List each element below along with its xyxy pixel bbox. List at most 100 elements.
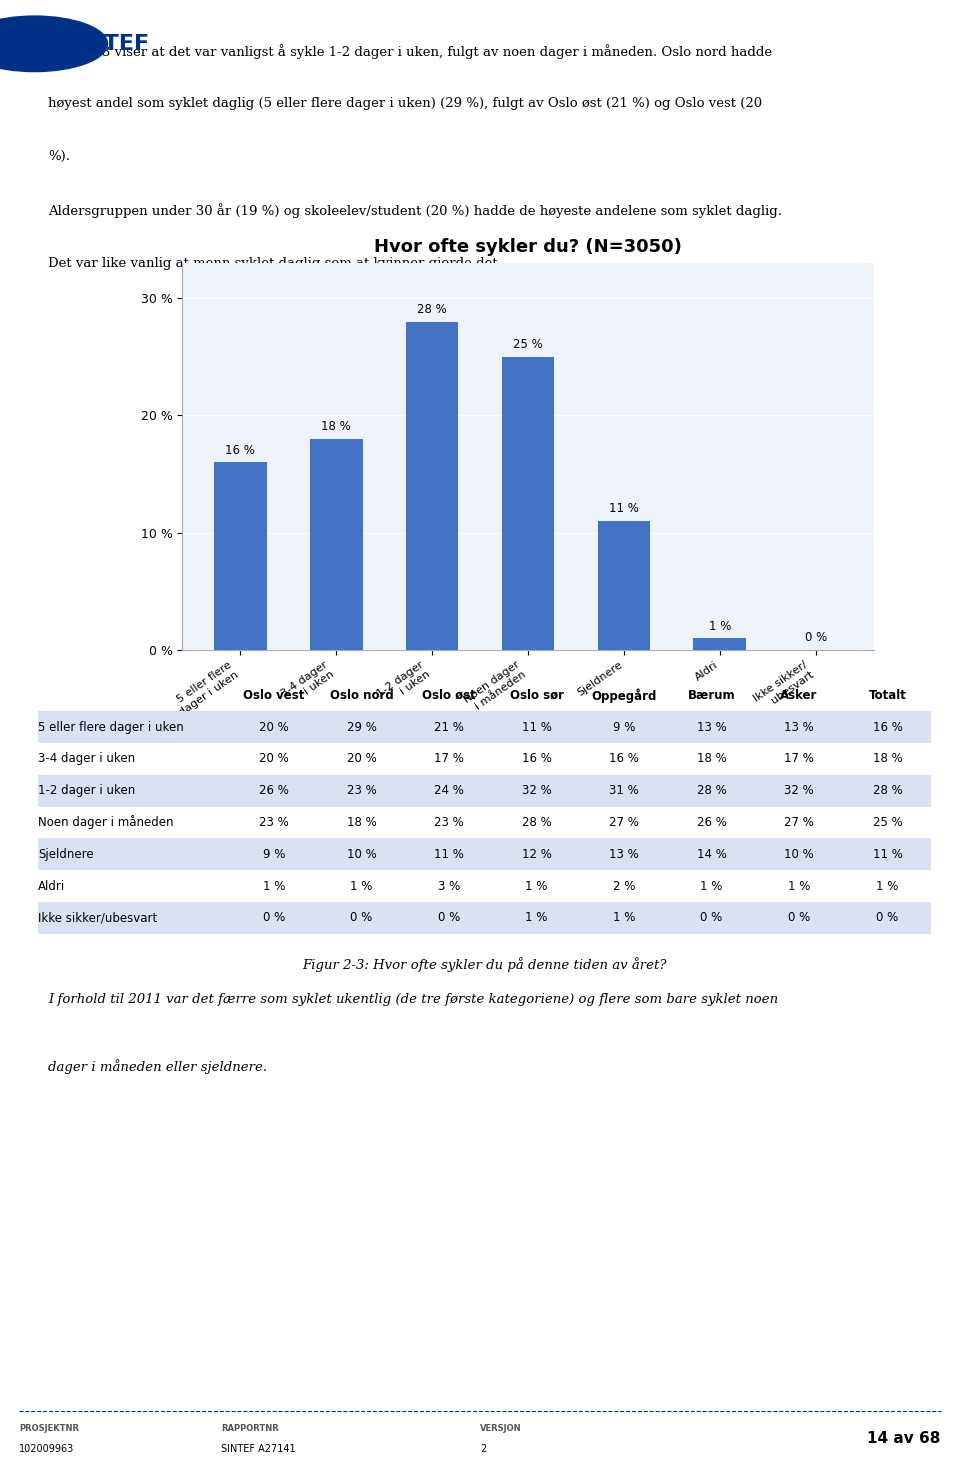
Text: høyest andel som syklet daglig (5 eller flere dager i uken) (29 %), fulgt av Osl: høyest andel som syklet daglig (5 eller …: [48, 96, 762, 110]
Text: Bærum: Bærum: [687, 688, 735, 701]
Text: I forhold til 2011 var det færre som syklet ukentlig (de tre første kategoriene): I forhold til 2011 var det færre som syk…: [48, 993, 779, 1007]
FancyBboxPatch shape: [38, 806, 931, 839]
Text: Det var like vanlig at menn syklet daglig som at kvinner gjorde det.: Det var like vanlig at menn syklet dagli…: [48, 257, 502, 269]
Text: 26 %: 26 %: [697, 815, 727, 828]
Text: 10 %: 10 %: [784, 847, 814, 861]
Text: 18 %: 18 %: [697, 752, 727, 766]
Text: 1 %: 1 %: [525, 880, 548, 893]
Text: 12 %: 12 %: [521, 847, 551, 861]
Text: 27 %: 27 %: [784, 815, 814, 828]
Text: 0 %: 0 %: [804, 631, 827, 644]
Text: 17 %: 17 %: [784, 752, 814, 766]
Text: Noen dager i måneden: Noen dager i måneden: [38, 815, 174, 830]
Bar: [597, 522, 650, 650]
Text: 28 %: 28 %: [697, 785, 727, 798]
Text: Asker: Asker: [780, 688, 818, 701]
Text: 1 %: 1 %: [788, 880, 810, 893]
Text: 28 %: 28 %: [521, 815, 551, 828]
Text: 5 eller flere dager i uken: 5 eller flere dager i uken: [38, 720, 184, 733]
FancyBboxPatch shape: [38, 901, 931, 934]
Text: 31 %: 31 %: [610, 785, 639, 798]
Text: 16 %: 16 %: [873, 720, 902, 733]
Text: 18 %: 18 %: [347, 815, 376, 828]
Text: 9 %: 9 %: [263, 847, 285, 861]
Text: 24 %: 24 %: [434, 785, 464, 798]
Text: 23 %: 23 %: [434, 815, 464, 828]
Text: 14 %: 14 %: [697, 847, 727, 861]
Title: Hvor ofte sykler du? (N=3050): Hvor ofte sykler du? (N=3050): [374, 238, 682, 256]
Text: 1 %: 1 %: [263, 880, 285, 893]
Text: 28 %: 28 %: [418, 302, 447, 316]
Text: Figur 2-3: Hvor ofte sykler du på denne tiden av året?: Figur 2-3: Hvor ofte sykler du på denne …: [302, 957, 667, 973]
Text: 16 %: 16 %: [226, 444, 255, 456]
Text: 1-2 dager i uken: 1-2 dager i uken: [38, 785, 135, 798]
Text: Totalt: Totalt: [869, 688, 906, 701]
Text: 0 %: 0 %: [701, 912, 723, 925]
Text: 9 %: 9 %: [612, 720, 636, 733]
Circle shape: [0, 16, 108, 72]
Text: dager i måneden eller sjeldnere.: dager i måneden eller sjeldnere.: [48, 1059, 267, 1074]
Text: 14 av 68: 14 av 68: [868, 1432, 941, 1446]
Text: SINTEF: SINTEF: [61, 34, 150, 54]
Text: Oslo øst: Oslo øst: [422, 688, 476, 701]
Text: 1 %: 1 %: [612, 912, 636, 925]
Bar: [406, 321, 459, 650]
Text: 10 %: 10 %: [347, 847, 376, 861]
Text: 13 %: 13 %: [610, 847, 639, 861]
Text: 0 %: 0 %: [350, 912, 372, 925]
Bar: [502, 356, 554, 650]
Text: 17 %: 17 %: [434, 752, 464, 766]
Text: 1 %: 1 %: [350, 880, 372, 893]
Text: 3 %: 3 %: [438, 880, 460, 893]
FancyBboxPatch shape: [38, 839, 931, 871]
Text: Oslo sør: Oslo sør: [510, 688, 564, 701]
FancyBboxPatch shape: [38, 774, 931, 806]
Text: Ikke sikker/ubesvart: Ikke sikker/ubesvart: [38, 912, 157, 925]
Text: 0 %: 0 %: [788, 912, 810, 925]
Text: Figur 2-3 viser at det var vanligst å sykle 1-2 dager i uken, fulgt av noen dage: Figur 2-3 viser at det var vanligst å sy…: [48, 44, 772, 58]
FancyBboxPatch shape: [38, 744, 931, 774]
Bar: [693, 638, 746, 650]
Text: 0 %: 0 %: [263, 912, 285, 925]
Text: 13 %: 13 %: [784, 720, 814, 733]
Text: 28 %: 28 %: [873, 785, 902, 798]
Text: %).: %).: [48, 150, 70, 164]
Text: Aldri: Aldri: [38, 880, 65, 893]
Text: 1 %: 1 %: [708, 619, 732, 633]
Text: 32 %: 32 %: [521, 785, 551, 798]
Text: 0 %: 0 %: [438, 912, 460, 925]
Text: 29 %: 29 %: [347, 720, 376, 733]
Text: 21 %: 21 %: [434, 720, 464, 733]
Text: 20 %: 20 %: [259, 752, 289, 766]
Text: 18 %: 18 %: [873, 752, 902, 766]
Text: SINTEF A27141: SINTEF A27141: [221, 1445, 296, 1454]
Text: 23 %: 23 %: [259, 815, 289, 828]
Text: Oppegård: Oppegård: [591, 688, 657, 703]
Text: 1 %: 1 %: [701, 880, 723, 893]
Text: 13 %: 13 %: [697, 720, 727, 733]
Text: VERSJON: VERSJON: [480, 1424, 521, 1433]
FancyBboxPatch shape: [38, 871, 931, 901]
Text: 26 %: 26 %: [259, 785, 289, 798]
Text: 1 %: 1 %: [525, 912, 548, 925]
Text: 0 %: 0 %: [876, 912, 899, 925]
Bar: [214, 463, 267, 650]
Text: 11 %: 11 %: [609, 503, 638, 516]
Text: 25 %: 25 %: [514, 337, 542, 351]
FancyBboxPatch shape: [38, 712, 931, 744]
Text: Sjeldnere: Sjeldnere: [38, 847, 94, 861]
Text: 23 %: 23 %: [347, 785, 376, 798]
Text: 20 %: 20 %: [347, 752, 376, 766]
Text: 20 %: 20 %: [259, 720, 289, 733]
Text: Oslo vest: Oslo vest: [244, 688, 304, 701]
Text: Oslo nord: Oslo nord: [329, 688, 394, 701]
Text: 27 %: 27 %: [610, 815, 639, 828]
Text: 102009963: 102009963: [19, 1445, 75, 1454]
Text: 18 %: 18 %: [322, 421, 351, 432]
Text: 11 %: 11 %: [434, 847, 464, 861]
Text: Aldersgruppen under 30 år (19 %) og skoleelev/student (20 %) hadde de høyeste an: Aldersgruppen under 30 år (19 %) og skol…: [48, 203, 782, 218]
Text: PROSJEKTNR: PROSJEKTNR: [19, 1424, 79, 1433]
Text: 11 %: 11 %: [521, 720, 551, 733]
Text: 16 %: 16 %: [521, 752, 551, 766]
Text: 32 %: 32 %: [784, 785, 814, 798]
